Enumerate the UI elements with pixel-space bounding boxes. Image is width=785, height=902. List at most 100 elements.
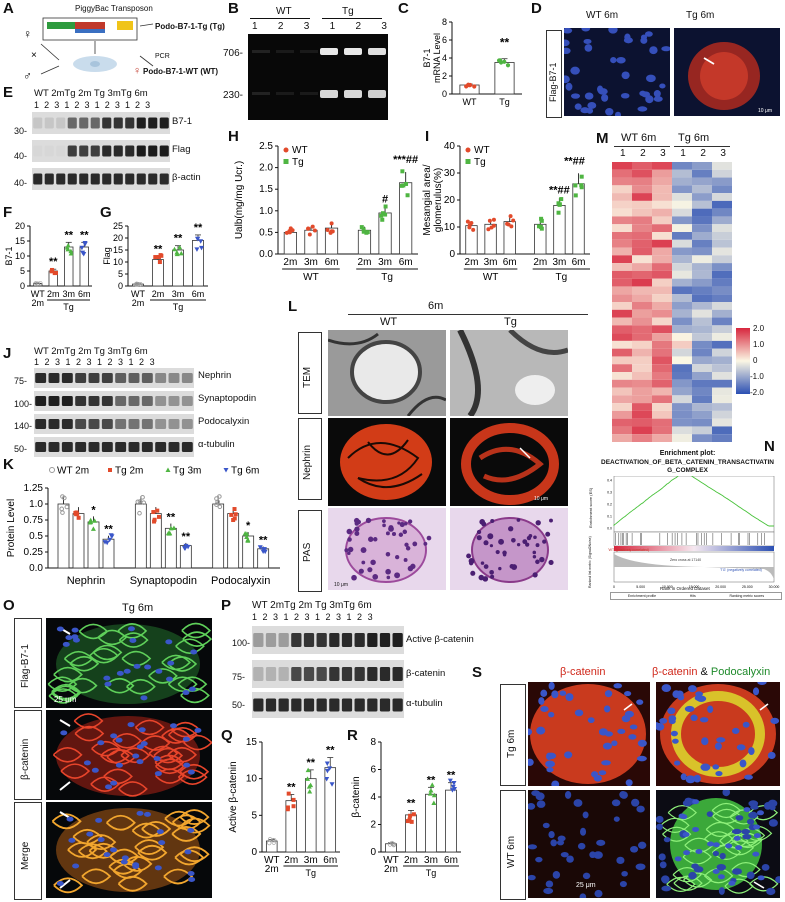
dot-R — [411, 812, 416, 817]
panel-letter-f: F — [3, 204, 13, 221]
gel-group-tg: Tg — [342, 6, 354, 17]
ytick-G-5: 25 — [113, 221, 123, 231]
o-row-3: Merge — [20, 841, 31, 870]
ytick-G-0: 0 — [118, 281, 123, 291]
dot-I — [508, 214, 513, 219]
bar-I-2 — [503, 221, 516, 255]
j-mw-3: 140- — [14, 421, 33, 431]
p-blots — [252, 626, 404, 718]
dot-K — [229, 512, 234, 517]
d-image-wt — [564, 28, 670, 116]
dot-H — [307, 232, 312, 237]
sig-C: ** — [500, 35, 510, 49]
m-colorbar — [736, 328, 750, 394]
dot-F — [68, 251, 74, 256]
panel-letter-c: C — [398, 0, 409, 17]
p-target-2: β-catenin — [406, 668, 446, 679]
j-target-1: Nephrin — [198, 370, 232, 381]
cat-R-2-0: 3m — [424, 855, 438, 866]
legend-K-2: Tg 3m — [173, 466, 201, 477]
dot-Q — [305, 776, 311, 781]
n-x-tick-1: 5,000 — [636, 585, 645, 588]
n-legend: Enrichment profile Hits Ranking metric sco… — [610, 592, 782, 600]
dot-R — [428, 788, 434, 793]
dot-K — [92, 518, 98, 523]
cat-R-1-0: 2m — [404, 855, 418, 866]
l-nephrin-tg: 10 μm — [450, 418, 568, 506]
cat-I-1: 3m — [484, 257, 498, 268]
dot-K — [107, 537, 113, 543]
group-Q: Tg — [305, 868, 316, 878]
ytick-Q-3: 15 — [246, 737, 258, 748]
bar-I-5 — [572, 183, 585, 255]
ytick-H-5: 2.5 — [259, 141, 273, 152]
dot-Q — [306, 784, 312, 789]
ylabel-I-0: Mesangial area/ — [422, 164, 433, 235]
n-es-line — [613, 476, 774, 527]
dot-Q — [291, 804, 296, 809]
dot-K — [155, 508, 160, 513]
e-target-3: β-actin — [172, 172, 201, 183]
panel-letter-k: K — [3, 456, 14, 473]
chart-k: 0.00.250.50.751.01.25***Nephrin****Synap… — [6, 466, 280, 587]
sig-K-1: ** — [104, 524, 113, 536]
sig-Q-1: ** — [287, 782, 296, 794]
sig-I-0: **## — [549, 184, 570, 196]
dot-K — [171, 525, 177, 530]
ylabel-C-0: B7-1 — [422, 48, 432, 67]
dot-I — [487, 218, 492, 223]
cat-G-0-0: WT — [131, 289, 145, 299]
ytick-K-0: 0.0 — [29, 563, 43, 574]
l-tem-wt — [328, 330, 446, 416]
l-col-tg: Tg — [504, 316, 517, 328]
dot-Q — [271, 840, 276, 845]
dot-I — [469, 221, 474, 226]
e-mw-3: 40- — [14, 178, 28, 188]
s-row-2: WT 6m — [506, 835, 517, 868]
band-706: 706- — [223, 48, 244, 59]
dot-G — [177, 244, 183, 250]
panel-letter-o: O — [3, 597, 15, 614]
gel-group-wt: WT — [276, 6, 292, 17]
n-wt-label: 'WT' (positively correlated) — [608, 548, 650, 552]
ytick-R-4: 8 — [370, 737, 376, 748]
j-mw-2: 100- — [14, 399, 33, 409]
dot-Q — [286, 791, 291, 796]
dot-K — [262, 549, 268, 555]
s-tg-merge — [656, 682, 780, 786]
sig-H-1: ***## — [393, 154, 418, 166]
n-subtitle: DEACTIVATION_OF_BETA_CATENIN_TRANSACTIVA… — [601, 459, 774, 474]
m-leg-1: 2.0 — [753, 324, 765, 333]
panel-letter-e: E — [3, 84, 14, 101]
ytick-F-3: 15 — [15, 236, 25, 246]
dot-F — [65, 242, 71, 248]
panel-letter-m: M — [596, 130, 609, 147]
j-mw-1: 75- — [14, 376, 28, 386]
panel-s: β-catenin β-catenin & Podocalyxin Tg 6m … — [480, 666, 785, 902]
sig-K-5: ** — [259, 534, 268, 546]
dot-H — [359, 225, 364, 230]
dot-K — [74, 510, 79, 515]
dot-R — [447, 778, 453, 784]
cat-G-1-0: 2m — [152, 289, 165, 299]
dot-R — [391, 843, 396, 848]
dot-K — [60, 510, 65, 515]
panel-letter-l: L — [288, 298, 298, 315]
ytick-H-1: 0.5 — [259, 227, 273, 238]
dot-I — [465, 219, 470, 224]
dot-R — [427, 791, 433, 796]
cat-H-2: 6m — [325, 257, 339, 268]
panel-letter-d: D — [531, 0, 542, 17]
n-xlabel: Rank in Ordered Dataset — [660, 586, 710, 591]
group-H-0: WT — [303, 272, 319, 283]
ytick-F-4: 20 — [15, 221, 25, 231]
o-row-1: Flag-B7-1 — [20, 644, 31, 688]
m-leg-5: -2.0 — [750, 388, 764, 397]
dot-G — [133, 282, 139, 287]
group-F: Tg — [63, 302, 74, 312]
dot-F — [33, 281, 39, 286]
chart-c: 0 2 4 6 8 WT ** Tg B7-1 mRNA Level — [422, 17, 522, 107]
l-row-nephrin: Nephrin — [302, 444, 313, 480]
